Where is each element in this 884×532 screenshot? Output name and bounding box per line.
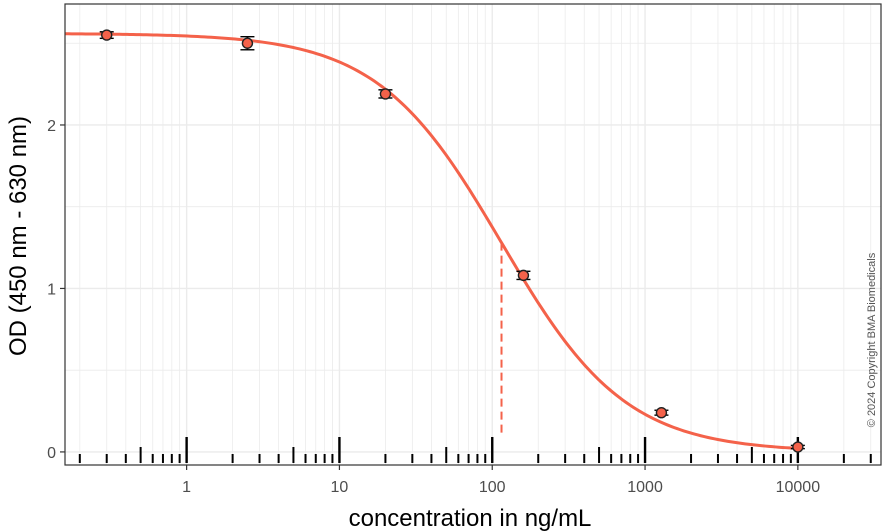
y-axis-ticks: 0 1 2: [47, 118, 65, 462]
y-tick-label: 2: [47, 118, 56, 135]
fit-curve: [64, 32, 798, 450]
x-tick-label: 100: [479, 479, 506, 496]
data-point: [241, 37, 254, 49]
x-axis-title: concentration in ng/mL: [349, 505, 592, 532]
data-point: [792, 441, 804, 453]
x-tick-label: 1: [182, 479, 191, 496]
y-tick-label: 1: [47, 281, 56, 298]
data-point: [655, 406, 668, 419]
data-point: [517, 269, 530, 282]
x-tick-label: 1000: [627, 479, 663, 496]
data-points: [99, 29, 805, 453]
x-axis-ticks: 1 10 100 1000 10000: [182, 465, 820, 496]
data-point: [101, 29, 113, 41]
x-tick-label: 10: [331, 479, 349, 496]
x-tick-label: 10000: [776, 479, 821, 496]
y-tick-label: 0: [47, 445, 56, 462]
rug-ticks: [78, 437, 872, 463]
y-axis-title: OD (450 nm - 630 nm): [5, 116, 32, 356]
grid-lines: [65, 4, 881, 465]
data-point: [379, 88, 392, 100]
copyright-text: © 2024 Copyright BMA Biomedicals: [866, 252, 878, 427]
plot-panel: [64, 3, 882, 466]
